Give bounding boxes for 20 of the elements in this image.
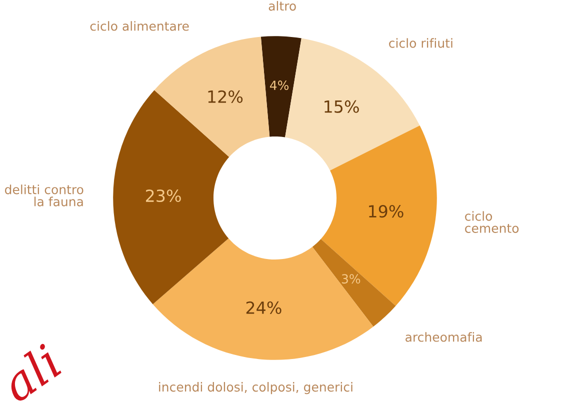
- data-label: 23%: [146, 189, 181, 202]
- slice-label: ciclo cemento: [465, 211, 519, 233]
- data-label: 12%: [208, 90, 243, 103]
- donut-slice: [320, 126, 437, 306]
- slice-label: archeomafia: [406, 332, 482, 342]
- donut-slice: [260, 36, 302, 138]
- data-label: 3%: [342, 274, 360, 284]
- data-label: 24%: [246, 301, 282, 314]
- slice-label: incendi dolosi, colposi, generici: [159, 382, 352, 394]
- slice-label: delitti contro la fauna: [4, 184, 84, 206]
- data-label: 19%: [369, 205, 404, 218]
- text: ali: [0, 342, 64, 404]
- data-label: 4%: [270, 80, 289, 90]
- donut-slice: [154, 36, 270, 157]
- donut-slice: [312, 239, 396, 327]
- slice-label: altro: [268, 1, 296, 11]
- slice-label: ciclo alimentare: [90, 21, 189, 31]
- data-label: 15%: [324, 100, 359, 113]
- slice-label: ciclo rifiuti: [389, 38, 452, 48]
- donut-slice: [152, 238, 374, 360]
